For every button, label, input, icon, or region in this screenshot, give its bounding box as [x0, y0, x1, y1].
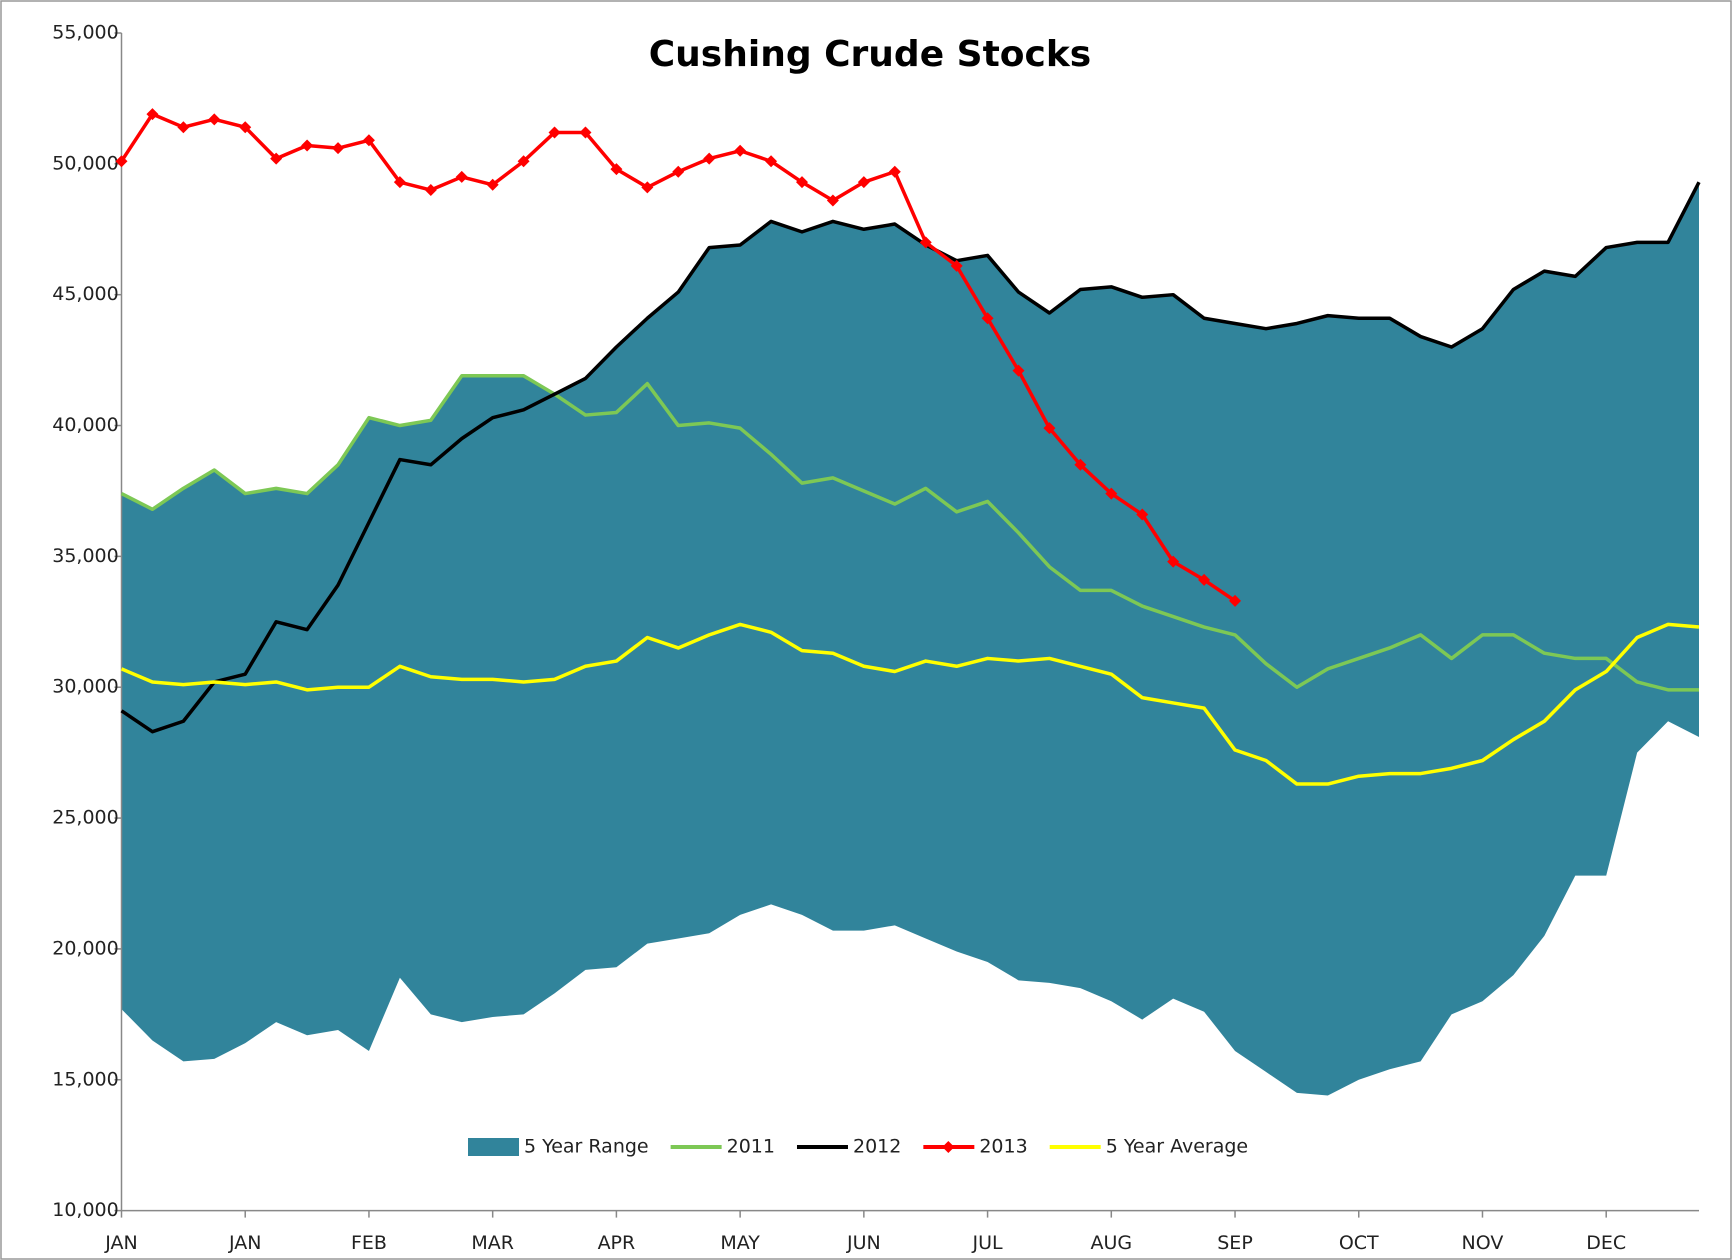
- x-tick-label: JAN: [228, 1232, 261, 1254]
- legend-marker: [942, 1141, 955, 1153]
- point-marker: [362, 134, 375, 147]
- x-tick-label: OCT: [1339, 1232, 1379, 1254]
- y-tick-label: 40,000: [52, 414, 118, 436]
- legend-label: 5 Year Range: [524, 1136, 649, 1158]
- point-marker: [641, 181, 654, 194]
- y-tick-label: 20,000: [52, 937, 118, 959]
- point-marker: [857, 176, 870, 189]
- point-marker: [610, 163, 623, 176]
- point-marker: [548, 126, 561, 139]
- point-marker: [579, 126, 592, 139]
- y-tick-label: 15,000: [52, 1068, 118, 1090]
- point-marker: [1043, 422, 1056, 435]
- point-marker: [208, 113, 221, 126]
- point-marker: [270, 152, 283, 165]
- point-marker: [1012, 364, 1025, 377]
- point-marker: [1229, 594, 1242, 607]
- point-marker: [734, 144, 747, 157]
- point-marker: [795, 176, 808, 189]
- x-tick-label: NOV: [1462, 1232, 1504, 1254]
- point-marker: [1167, 555, 1180, 568]
- x-tick-label: JUN: [846, 1232, 881, 1254]
- legend-label: 5 Year Average: [1106, 1136, 1248, 1158]
- point-marker: [888, 165, 901, 178]
- y-tick-label: 25,000: [52, 807, 118, 829]
- y-tick-label: 55,000: [52, 22, 118, 44]
- point-marker: [177, 121, 190, 134]
- legend-label: 2013: [979, 1136, 1027, 1158]
- x-tick-label: DEC: [1586, 1232, 1626, 1254]
- y-tick-label: 50,000: [52, 152, 118, 174]
- x-tick-label: MAY: [720, 1232, 760, 1254]
- legend-label: 2011: [727, 1136, 775, 1158]
- point-marker: [1074, 458, 1087, 471]
- y-tick-label: 30,000: [52, 676, 118, 698]
- point-marker: [115, 155, 128, 168]
- y-tick-label: 45,000: [52, 283, 118, 305]
- point-marker: [424, 184, 437, 197]
- point-marker: [950, 259, 963, 272]
- point-marker: [486, 178, 499, 191]
- point-marker: [146, 108, 159, 121]
- x-tick-label: AUG: [1090, 1232, 1132, 1254]
- point-marker: [393, 176, 406, 189]
- point-marker: [1136, 508, 1149, 521]
- point-marker: [703, 152, 716, 165]
- series-line: [120, 374, 1699, 692]
- point-marker: [919, 236, 932, 249]
- series-line: [120, 622, 1700, 786]
- point-marker: [765, 155, 778, 168]
- point-marker: [1198, 573, 1211, 586]
- point-marker: [826, 194, 839, 207]
- y-tick-label: 35,000: [52, 545, 118, 567]
- chart-title: Cushing Crude Stocks: [649, 34, 1091, 75]
- legend-label: 2012: [853, 1136, 901, 1158]
- x-tick-label: SEP: [1217, 1232, 1253, 1254]
- legend-swatch: [468, 1138, 519, 1156]
- x-tick-label: JAN: [104, 1232, 137, 1254]
- point-marker: [517, 155, 530, 168]
- series-line: [120, 181, 1701, 734]
- point-marker: [301, 139, 314, 152]
- point-marker: [239, 121, 252, 134]
- point-marker: [455, 170, 468, 183]
- point-marker: [1105, 487, 1118, 500]
- x-tick-label: APR: [598, 1232, 636, 1254]
- point-marker: [672, 165, 685, 178]
- point-marker: [332, 142, 345, 155]
- point-marker: [981, 312, 994, 325]
- y-tick-label: 10,000: [52, 1199, 118, 1221]
- x-tick-label: FEB: [351, 1232, 387, 1254]
- x-tick-label: MAR: [471, 1232, 514, 1254]
- x-tick-label: JUL: [972, 1232, 1004, 1254]
